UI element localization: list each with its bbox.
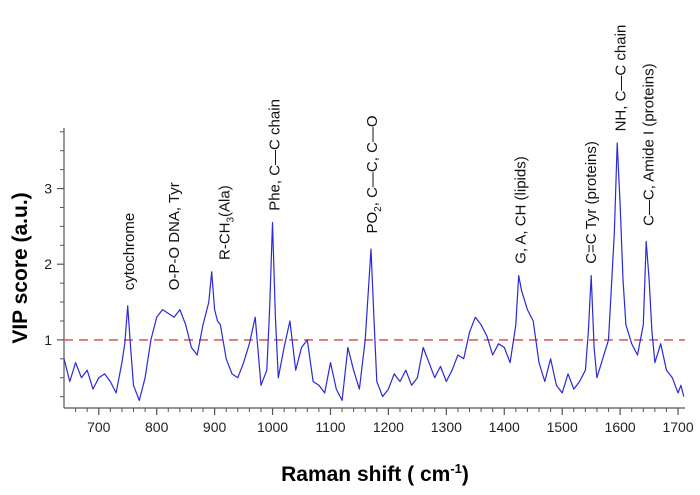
annotation-text: G, A, CH (lipids) (513, 156, 530, 264)
annotation-text: R-CH (217, 223, 234, 261)
x-tick-label: 900 (203, 419, 227, 435)
annotation-text: Phe, C—C chain (266, 99, 283, 211)
x-axis-title-superscript: -1 (450, 461, 462, 476)
annotation-text: C—C, Amide I (proteins) (641, 63, 658, 226)
peak-annotation: Phe, C—C chain (266, 99, 283, 211)
y-tick-label: 2 (44, 256, 52, 272)
y-tick-label: 1 (44, 332, 52, 348)
annotation-tail: , C—C, C—O (364, 115, 381, 206)
peak-annotation: O-P-O DNA, Tyr (166, 182, 183, 290)
peak-annotation: cytochrome (121, 213, 138, 291)
peak-annotation: C—C, Amide I (proteins) (641, 63, 658, 226)
x-tick-label: 1200 (373, 419, 404, 435)
x-tick-label: 1000 (257, 419, 288, 435)
x-axis-title-main: Raman shift ( cm (281, 463, 450, 486)
x-axis-title-end: ) (462, 463, 469, 486)
annotation-subscript: 2 (373, 206, 384, 212)
series-group (63, 142, 685, 401)
peak-annotation: NH, C—C chain (613, 25, 630, 132)
annotation-text: C=C Tyr (proteins) (583, 141, 600, 264)
x-tick-label: 1300 (431, 419, 462, 435)
annotation-text: cytochrome (121, 213, 138, 291)
x-tick-label: 1700 (662, 419, 693, 435)
y-axis-title: VIP score (a.u.) (9, 192, 32, 343)
y-tick-label: 3 (44, 181, 52, 197)
peak-annotation: PO2, C—C, C—O (364, 115, 384, 233)
peak-annotation: C=C Tyr (proteins) (583, 141, 600, 264)
x-tick-label: 1400 (489, 419, 520, 435)
annotation-text: NH, C—C chain (613, 25, 630, 132)
peak-annotations: cytochrome O-P-O DNA, Tyr R-CH3(Ala) Phe, C… (121, 25, 658, 291)
x-tick-label: 1600 (605, 419, 636, 435)
annotation-text: PO (364, 212, 381, 234)
x-axis-title: Raman shift ( cm-1) (281, 461, 469, 486)
x-tick-label: 1100 (315, 419, 345, 435)
peak-annotation: G, A, CH (lipids) (513, 156, 530, 264)
x-tick-label: 800 (145, 419, 169, 435)
annotation-subscript: 3 (226, 217, 237, 223)
annotation-text: O-P-O DNA, Tyr (166, 182, 183, 290)
annotation-tail: (Ala) (217, 185, 234, 217)
axes: 700 800 900 1000 1100 1200 1300 1400 1500 1600 170… (44, 128, 694, 435)
peak-annotation: R-CH3(Ala) (217, 185, 237, 260)
x-tick-label: 700 (87, 419, 111, 435)
x-tick-label: 1500 (547, 419, 578, 435)
vip-series-line (63, 142, 685, 401)
